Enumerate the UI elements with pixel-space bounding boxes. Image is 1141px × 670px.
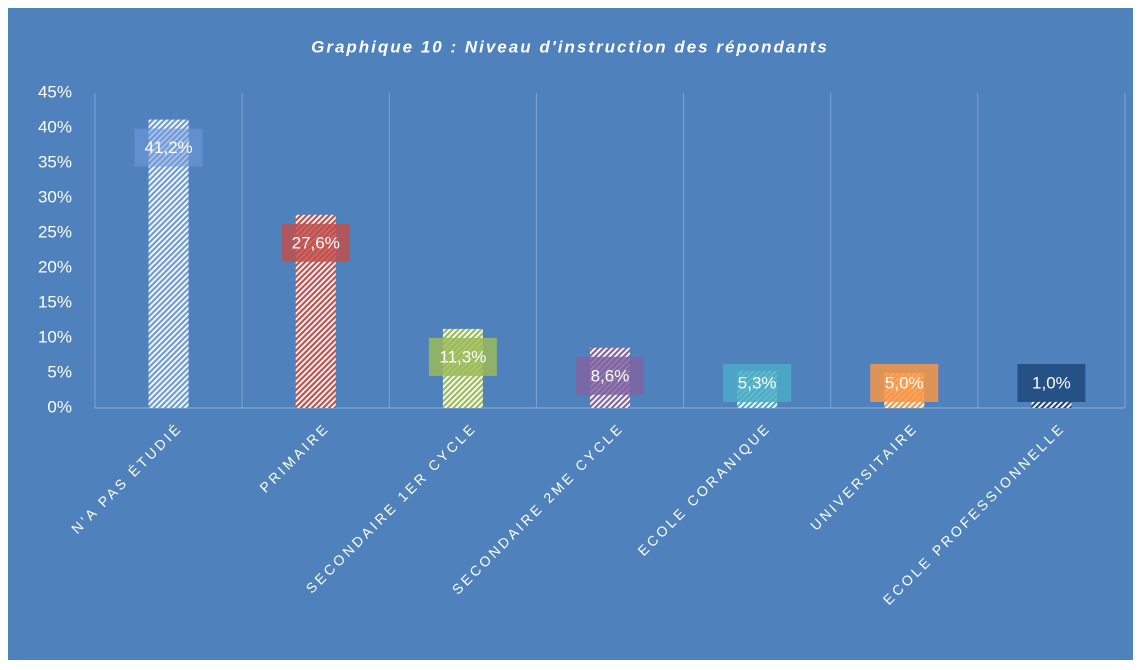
y-tick-label: 5%: [47, 362, 72, 381]
y-tick-label: 45%: [38, 82, 72, 101]
bar: [148, 119, 189, 408]
y-tick-label: 0%: [47, 397, 72, 416]
y-tick-label: 40%: [38, 117, 72, 136]
chart-background: [8, 8, 1133, 660]
y-tick-label: 25%: [38, 222, 72, 241]
data-label: 5,3%: [738, 373, 777, 392]
bar: [1031, 401, 1072, 408]
chart-title: Graphique 10 : Niveau d'instruction des …: [311, 37, 829, 56]
data-label-box: [428, 337, 497, 376]
data-label: 5,0%: [885, 373, 924, 392]
y-tick-label: 15%: [38, 292, 72, 311]
data-label-box: [870, 364, 939, 402]
data-label: 11,3%: [439, 347, 486, 366]
data-label: 27,6%: [292, 233, 340, 252]
data-label-box: [723, 364, 792, 402]
y-tick-label: 35%: [38, 152, 72, 171]
data-label-box: [134, 128, 203, 167]
data-label-box: [281, 223, 350, 262]
data-label: 41,2%: [144, 138, 192, 157]
y-tick-label: 30%: [38, 187, 72, 206]
y-tick-label: 20%: [38, 257, 72, 276]
data-label-box: [1017, 364, 1086, 402]
data-label: 1,0%: [1032, 373, 1071, 392]
y-tick-label: 10%: [38, 327, 72, 346]
data-label-box: [576, 356, 644, 395]
data-label: 8,6%: [591, 366, 630, 385]
